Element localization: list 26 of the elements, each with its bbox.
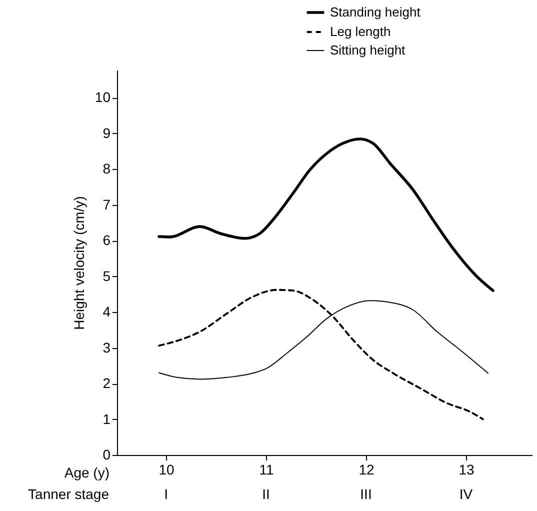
text: II <box>262 486 270 502</box>
text: I <box>164 486 168 502</box>
y-tick-label: 10 <box>94 89 111 106</box>
y-tick-label: 3 <box>102 339 111 356</box>
legend-label: Sitting height <box>330 42 406 58</box>
y-axis-title: Height velocity (cm/y) <box>70 196 87 330</box>
x-tick-label: 11 <box>259 462 274 478</box>
y-tick-label: 8 <box>102 160 111 177</box>
line-series <box>158 138 494 292</box>
y-tick-label: 5 <box>102 268 111 284</box>
y-tick-label: 1 <box>102 410 111 427</box>
x-tick-label: 10 <box>158 462 174 478</box>
legend-label: Leg length <box>330 24 391 39</box>
y-tick-label: 6 <box>102 232 111 248</box>
x-axis-title: Age (y) <box>64 464 110 480</box>
y-tick-label: 7 <box>102 196 111 212</box>
legend-label: Standing height <box>330 4 421 20</box>
x-tick-label: 13 <box>458 462 474 478</box>
y-tick-label: 4 <box>102 304 111 320</box>
y-tick-label: 0 <box>102 446 111 462</box>
text: IV <box>459 486 474 502</box>
text: Tanner stage <box>28 486 110 502</box>
y-tick-label: 9 <box>102 124 111 141</box>
text: III <box>360 486 372 502</box>
y-tick-label: 2 <box>102 375 111 392</box>
x-tick-label: 12 <box>358 462 374 478</box>
